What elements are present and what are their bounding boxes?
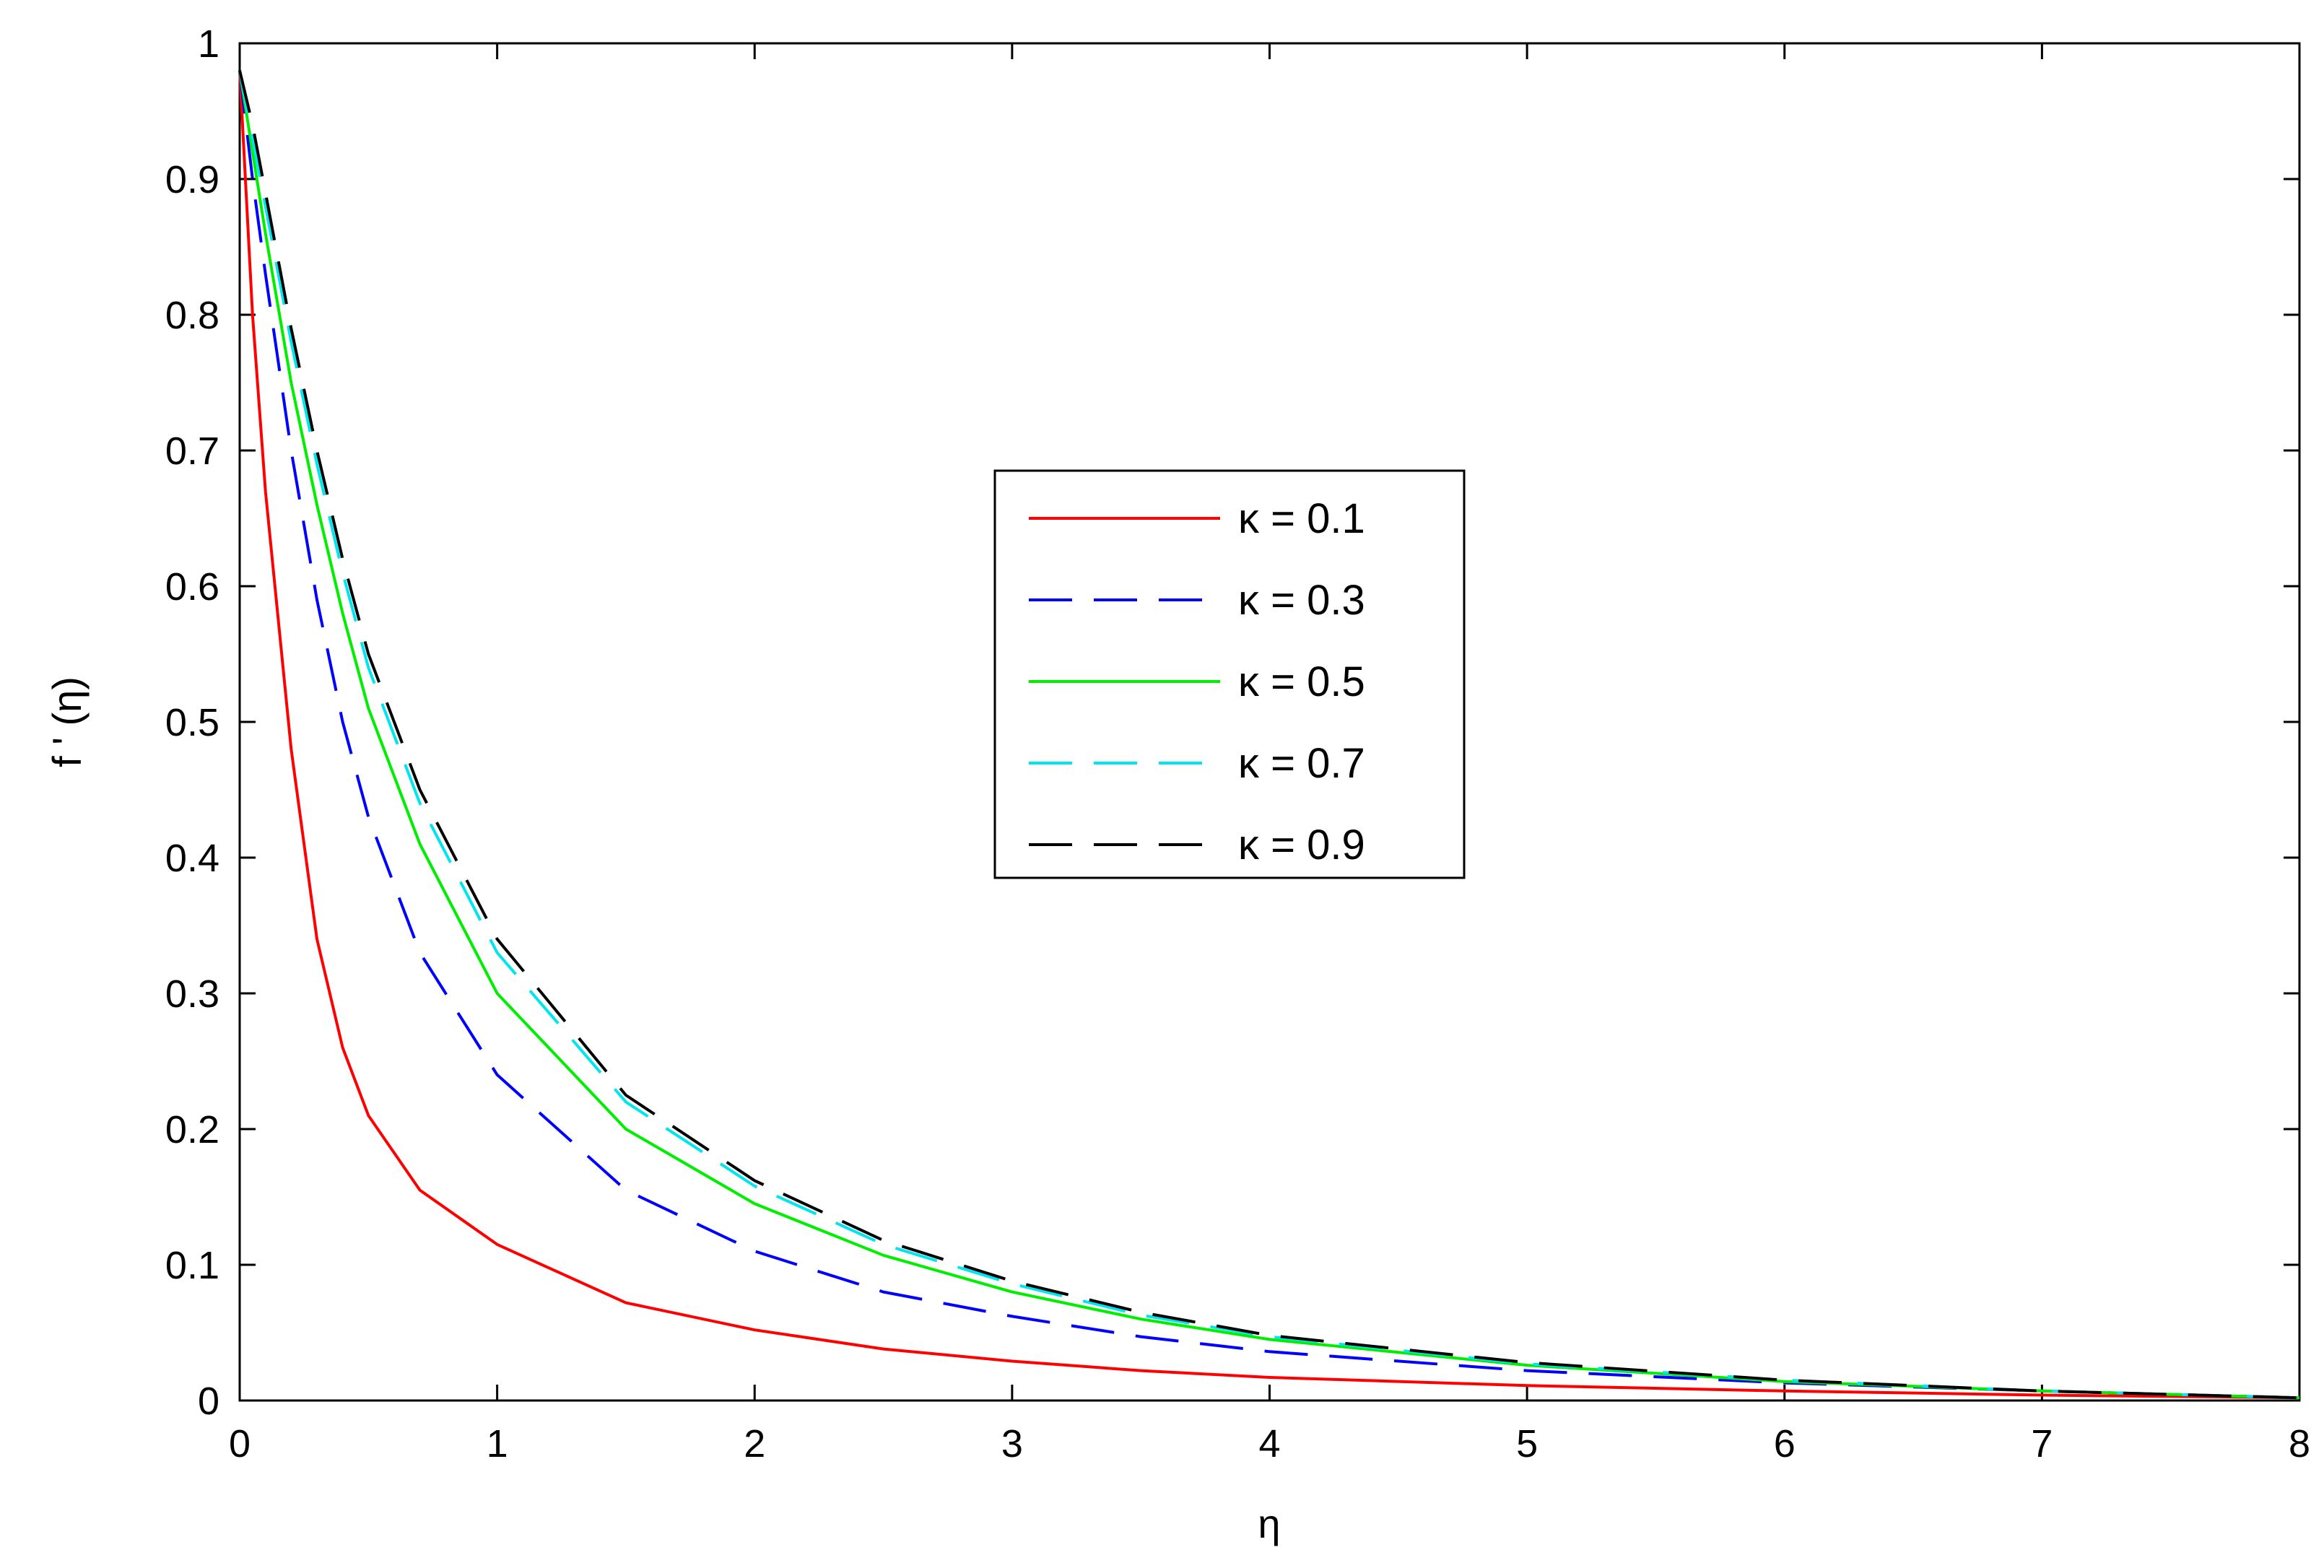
y-tick-label: 1 <box>198 22 219 66</box>
x-tick-label: 3 <box>1001 1422 1023 1465</box>
legend-item: κ = 0.9 <box>1029 822 1365 868</box>
series-line-1 <box>238 70 2300 1400</box>
axis-ticks <box>238 42 2301 1402</box>
legend-box <box>993 469 1466 879</box>
y-tick-label: 0.1 <box>165 1244 219 1287</box>
series-line-2 <box>238 70 2300 1400</box>
y-tick-label: 0.3 <box>165 972 219 1016</box>
legend-label: κ = 0.5 <box>1238 658 1365 705</box>
x-axis-label: η <box>1258 1501 1280 1546</box>
y-tick-label: 0.9 <box>165 158 219 201</box>
legend-label: κ = 0.7 <box>1238 740 1365 787</box>
y-tick-label: 0.4 <box>165 837 219 880</box>
legend-item: κ = 0.1 <box>1029 495 1365 542</box>
legend-item: κ = 0.3 <box>1029 577 1365 624</box>
legend-label: κ = 0.3 <box>1238 577 1365 624</box>
y-tick-label: 0.8 <box>165 294 219 337</box>
y-tick-label: 0 <box>198 1380 219 1423</box>
legend-label: κ = 0.1 <box>1238 495 1365 542</box>
y-tick-labels: 0 0.1 0.2 0.3 0.4 0.5 0.6 0.7 0.8 0.9 1 <box>165 22 219 1423</box>
x-tick-label: 6 <box>1774 1422 1796 1465</box>
legend-items: κ = 0.1 κ = 0.3 κ = 0.5 κ = 0.7 κ = 0.9 <box>1029 495 1365 868</box>
legend-label: κ = 0.9 <box>1238 822 1365 868</box>
x-tick-label: 4 <box>1258 1422 1280 1465</box>
y-tick-label: 0.2 <box>165 1108 219 1151</box>
series-lines <box>238 70 2300 1400</box>
legend: κ = 0.1 κ = 0.3 κ = 0.5 κ = 0.7 κ = 0.9 <box>993 469 1466 879</box>
y-tick-label: 0.5 <box>165 701 219 744</box>
series-line-4 <box>238 70 2300 1400</box>
x-tick-label: 8 <box>2289 1422 2310 1465</box>
x-tick-labels: 0 1 2 3 4 5 6 7 8 <box>229 1422 2310 1465</box>
legend-item: κ = 0.5 <box>1029 658 1365 705</box>
y-tick-label: 0.7 <box>165 430 219 473</box>
x-tick-label: 7 <box>2031 1422 2053 1465</box>
legend-item: κ = 0.7 <box>1029 740 1365 787</box>
x-tick-label: 0 <box>229 1422 251 1465</box>
series-line-3 <box>238 70 2300 1400</box>
x-tick-label: 5 <box>1516 1422 1538 1465</box>
y-axis-label: f ' (η) <box>44 676 90 767</box>
series-line-5 <box>238 70 2300 1400</box>
x-tick-label: 1 <box>487 1422 508 1465</box>
x-tick-label: 2 <box>744 1422 765 1465</box>
y-tick-label: 0.6 <box>165 565 219 609</box>
